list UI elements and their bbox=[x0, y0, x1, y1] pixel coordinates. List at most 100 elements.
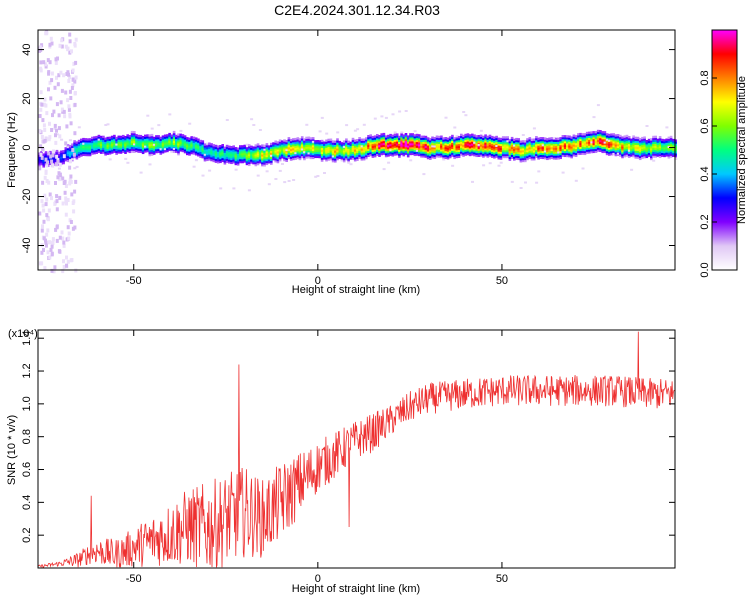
heatmap-cell bbox=[294, 143, 297, 147]
heatmap-cell bbox=[148, 148, 152, 151]
heatmap-cell bbox=[270, 152, 273, 155]
heatmap-cell bbox=[214, 156, 218, 159]
heatmap-cell bbox=[274, 140, 278, 143]
heatmap-cell bbox=[166, 144, 169, 147]
heatmap-cell bbox=[557, 139, 560, 142]
heatmap-noise-cell bbox=[108, 158, 112, 161]
heatmap-cell bbox=[261, 148, 264, 151]
heatmap-cell bbox=[674, 153, 677, 156]
heatmap-cell bbox=[212, 146, 216, 149]
heatmap-cell bbox=[585, 135, 589, 139]
y-tick-label: 40 bbox=[21, 43, 33, 55]
heatmap-cell bbox=[86, 144, 90, 147]
heatmap-cell bbox=[555, 157, 558, 160]
heatmap-cell bbox=[521, 148, 525, 151]
heatmap-cell bbox=[150, 139, 154, 143]
heatmap-cell bbox=[546, 151, 549, 155]
heatmap-cell bbox=[104, 153, 107, 156]
heatmap-cell bbox=[232, 155, 236, 158]
heatmap-cell bbox=[170, 140, 174, 143]
heatmap-cell bbox=[384, 151, 388, 154]
heatmap-cell bbox=[446, 145, 450, 148]
heatmap-cell bbox=[384, 149, 388, 152]
heatmap-cell bbox=[201, 150, 205, 153]
heatmap-cell bbox=[305, 154, 308, 157]
heatmap-noise-cell bbox=[477, 143, 481, 146]
heatmap-cell bbox=[404, 148, 408, 151]
heatmap-cell bbox=[323, 151, 326, 154]
heatmap-cell bbox=[451, 138, 454, 142]
heatmap-cell bbox=[95, 145, 99, 149]
heatmap-cell bbox=[349, 153, 353, 156]
heatmap-cell bbox=[446, 151, 450, 154]
heatmap-cell bbox=[60, 156, 63, 159]
heatmap-cell bbox=[320, 153, 324, 156]
heatmap-cell bbox=[532, 154, 536, 157]
heatmap-cell bbox=[387, 144, 390, 147]
heatmap-cell bbox=[570, 148, 574, 151]
heatmap-cell bbox=[426, 156, 430, 160]
heatmap-cell bbox=[75, 143, 79, 146]
heatmap-cell bbox=[113, 140, 116, 144]
heatmap-cell bbox=[199, 145, 202, 149]
heatmap-cell bbox=[71, 155, 74, 158]
heatmap-cell bbox=[471, 135, 474, 138]
heatmap-cell bbox=[530, 156, 534, 159]
heatmap-cell bbox=[345, 150, 348, 153]
heatmap-cell bbox=[581, 146, 585, 150]
heatmap-cell bbox=[431, 140, 434, 143]
heatmap-cell bbox=[623, 141, 627, 144]
heatmap-cell bbox=[356, 152, 359, 156]
heatmap-cell bbox=[570, 154, 574, 157]
heatmap-cell bbox=[168, 144, 171, 147]
heatmap-cell bbox=[272, 146, 275, 149]
heatmap-cell bbox=[539, 154, 543, 157]
heatmap-cell bbox=[557, 147, 560, 150]
heatmap-cell bbox=[298, 146, 302, 149]
heatmap-cell bbox=[172, 132, 176, 136]
heatmap-cell bbox=[144, 142, 147, 145]
heatmap-cell bbox=[422, 141, 426, 144]
heatmap-cell bbox=[380, 145, 384, 148]
heatmap-cell bbox=[155, 145, 158, 148]
heatmap-cell bbox=[292, 155, 295, 159]
heatmap-cell bbox=[236, 151, 240, 154]
heatmap-cell bbox=[444, 150, 448, 154]
heatmap-cell bbox=[307, 154, 311, 157]
heatmap-cell bbox=[119, 151, 123, 154]
heatmap-cell bbox=[148, 136, 152, 139]
heatmap-cell bbox=[616, 149, 620, 153]
heatmap-cell bbox=[254, 160, 258, 163]
heatmap-cell bbox=[424, 135, 428, 139]
heatmap-cell bbox=[305, 142, 308, 145]
heatmap-cell bbox=[267, 149, 271, 152]
heatmap-cell bbox=[261, 146, 264, 149]
heatmap-cell bbox=[585, 141, 589, 144]
heatmap-cell bbox=[239, 149, 242, 152]
heatmap-cell bbox=[499, 153, 503, 156]
heatmap-cell bbox=[278, 155, 282, 158]
heatmap-cell bbox=[373, 141, 377, 144]
heatmap-cell bbox=[122, 140, 125, 144]
heatmap-cell bbox=[574, 140, 578, 144]
heatmap-cell bbox=[488, 134, 492, 138]
heatmap-cell bbox=[347, 144, 350, 147]
heatmap-cell bbox=[329, 156, 333, 159]
x-tick-label: 50 bbox=[496, 573, 508, 585]
heatmap-noise-cell bbox=[462, 111, 466, 113]
heatmap-cell bbox=[345, 158, 348, 161]
heatmap-noise-cell bbox=[513, 144, 516, 147]
heatmap-cell bbox=[555, 145, 558, 148]
heatmap-cell bbox=[163, 140, 167, 143]
heatmap-noise-cell bbox=[126, 161, 130, 164]
heatmap-cell bbox=[574, 146, 578, 150]
heatmap-cell bbox=[353, 159, 357, 162]
heatmap-noise-cell bbox=[39, 60, 43, 65]
heatmap-cell bbox=[543, 157, 547, 160]
heatmap-cell bbox=[444, 144, 448, 148]
heatmap-cell bbox=[181, 136, 185, 139]
heatmap-cell bbox=[672, 138, 675, 142]
heatmap-cell bbox=[594, 135, 598, 138]
heatmap-cell bbox=[519, 152, 523, 155]
heatmap-cell bbox=[159, 140, 163, 143]
